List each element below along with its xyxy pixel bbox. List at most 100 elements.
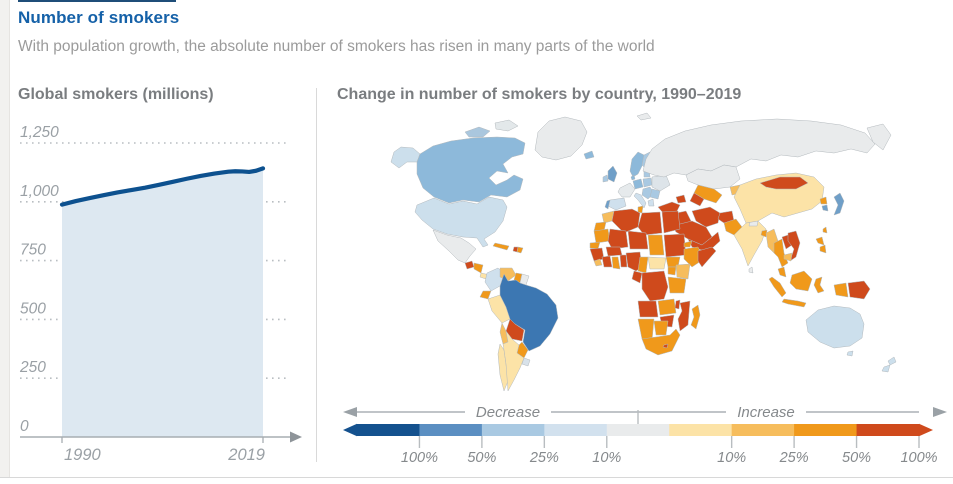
legend-right-tip — [919, 423, 933, 437]
region-usa — [414, 196, 508, 248]
region-burkina-faso — [605, 246, 623, 257]
legend-swatch — [794, 424, 857, 436]
region-arctic-islands-west — [464, 126, 491, 138]
region-cameroon — [637, 256, 649, 274]
region-zambia — [657, 298, 677, 316]
region-vietnam — [787, 230, 801, 262]
region-dominican-republic — [516, 246, 524, 254]
region-honduras-nicaragua — [473, 262, 484, 274]
region-ireland — [602, 174, 609, 183]
region-denmark — [630, 174, 636, 181]
region-malaysia — [777, 266, 787, 278]
region-papua-new-guinea — [847, 280, 871, 300]
region-gabon-congo — [631, 270, 643, 284]
region-algeria — [611, 208, 641, 234]
region-alaska — [390, 146, 421, 169]
region-tasmania — [846, 350, 854, 357]
region-poland — [642, 177, 653, 188]
region-thailand — [773, 238, 789, 268]
region-portugal — [604, 199, 611, 210]
region-ghana — [611, 256, 621, 270]
x-axis-arrow-icon — [290, 431, 302, 443]
region-sri-lanka — [748, 266, 754, 274]
region-kazakhstan — [685, 164, 741, 190]
region-tunisia — [637, 205, 644, 214]
region-sudan — [663, 233, 687, 258]
legend-tick-label: 50% — [467, 450, 496, 466]
legend-tick-label: 100% — [900, 450, 937, 466]
region-cuba — [492, 242, 510, 251]
page-title: Number of smokers — [18, 8, 180, 27]
region-lesotho — [662, 343, 669, 349]
region-taiwan — [822, 226, 828, 234]
region-somalia — [697, 246, 717, 268]
region-iran — [691, 206, 721, 228]
region-south-africa — [641, 328, 681, 356]
region-uganda — [667, 266, 677, 276]
trend-panel-title: Global smokers (millions) — [18, 86, 214, 103]
decrease-arrow-icon — [343, 407, 357, 417]
region-guatemala — [464, 260, 475, 270]
top-rule — [18, 0, 176, 2]
increase-label: Increase — [737, 404, 795, 421]
region-eritrea — [683, 240, 693, 248]
region-botswana — [653, 320, 669, 336]
increase-arrow-icon — [933, 407, 947, 417]
legend-swatch — [606, 424, 670, 436]
region-liberia — [593, 258, 603, 267]
legend-swatch — [731, 424, 795, 436]
map-legend: Decrease Increase 100% 50% 25% 10% 10% 25% 50% 10… — [343, 404, 947, 466]
region-uruguay — [521, 357, 531, 367]
y-axis-label: 750 — [20, 242, 46, 259]
region-australia — [805, 305, 865, 349]
region-guinea — [589, 247, 605, 262]
region-kamchatka — [866, 123, 892, 151]
region-libya — [637, 211, 663, 236]
region-chad — [647, 234, 665, 256]
region-madagascar — [690, 304, 701, 330]
region-brazil — [499, 273, 559, 352]
region-mozambique — [677, 300, 691, 332]
region-new-zealand — [881, 356, 897, 373]
map-panel-title: Change in number of smokers by country, … — [337, 86, 742, 103]
y-axis-label: 1,250 — [20, 124, 59, 141]
region-mexico — [432, 229, 477, 264]
region-ivory-coast — [601, 255, 613, 268]
region-tanzania — [667, 276, 687, 294]
bottom-rule — [0, 477, 953, 478]
region-borneo — [789, 270, 813, 292]
region-central-african-republic — [647, 256, 667, 270]
region-turkmenistan-south — [689, 192, 705, 207]
region-japan — [833, 192, 845, 216]
region-russia — [642, 118, 876, 178]
legend-left-tip — [343, 423, 357, 437]
region-togo-benin — [619, 254, 628, 268]
region-kenya — [675, 263, 691, 280]
region-uk — [607, 165, 618, 183]
region-java — [781, 298, 807, 308]
panel-divider — [316, 88, 317, 462]
legend-tick-label: 100% — [401, 450, 438, 466]
region-mongolia — [759, 176, 809, 190]
page-subtitle: With population growth, the absolute num… — [18, 38, 655, 55]
legend-tick-label: 25% — [779, 450, 809, 466]
region-iceland — [583, 150, 595, 160]
region-mali — [607, 228, 629, 250]
region-arctic-islands-east — [494, 119, 519, 132]
trend-line — [59, 166, 266, 207]
region-mauritania — [593, 228, 611, 244]
y-axis-label: 500 — [20, 300, 46, 317]
region-senegal — [589, 241, 601, 250]
region-italy — [633, 192, 647, 209]
region-argentina — [502, 330, 525, 392]
region-greece — [647, 198, 655, 207]
region-caucasus — [675, 194, 687, 204]
region-drc — [641, 270, 669, 302]
legend-swatch — [419, 424, 483, 436]
region-bangladesh — [760, 229, 768, 238]
legend-tick-label: 10% — [592, 450, 621, 466]
region-egypt — [661, 210, 681, 234]
legend-swatch — [544, 424, 608, 436]
legend-swatch — [481, 424, 545, 436]
